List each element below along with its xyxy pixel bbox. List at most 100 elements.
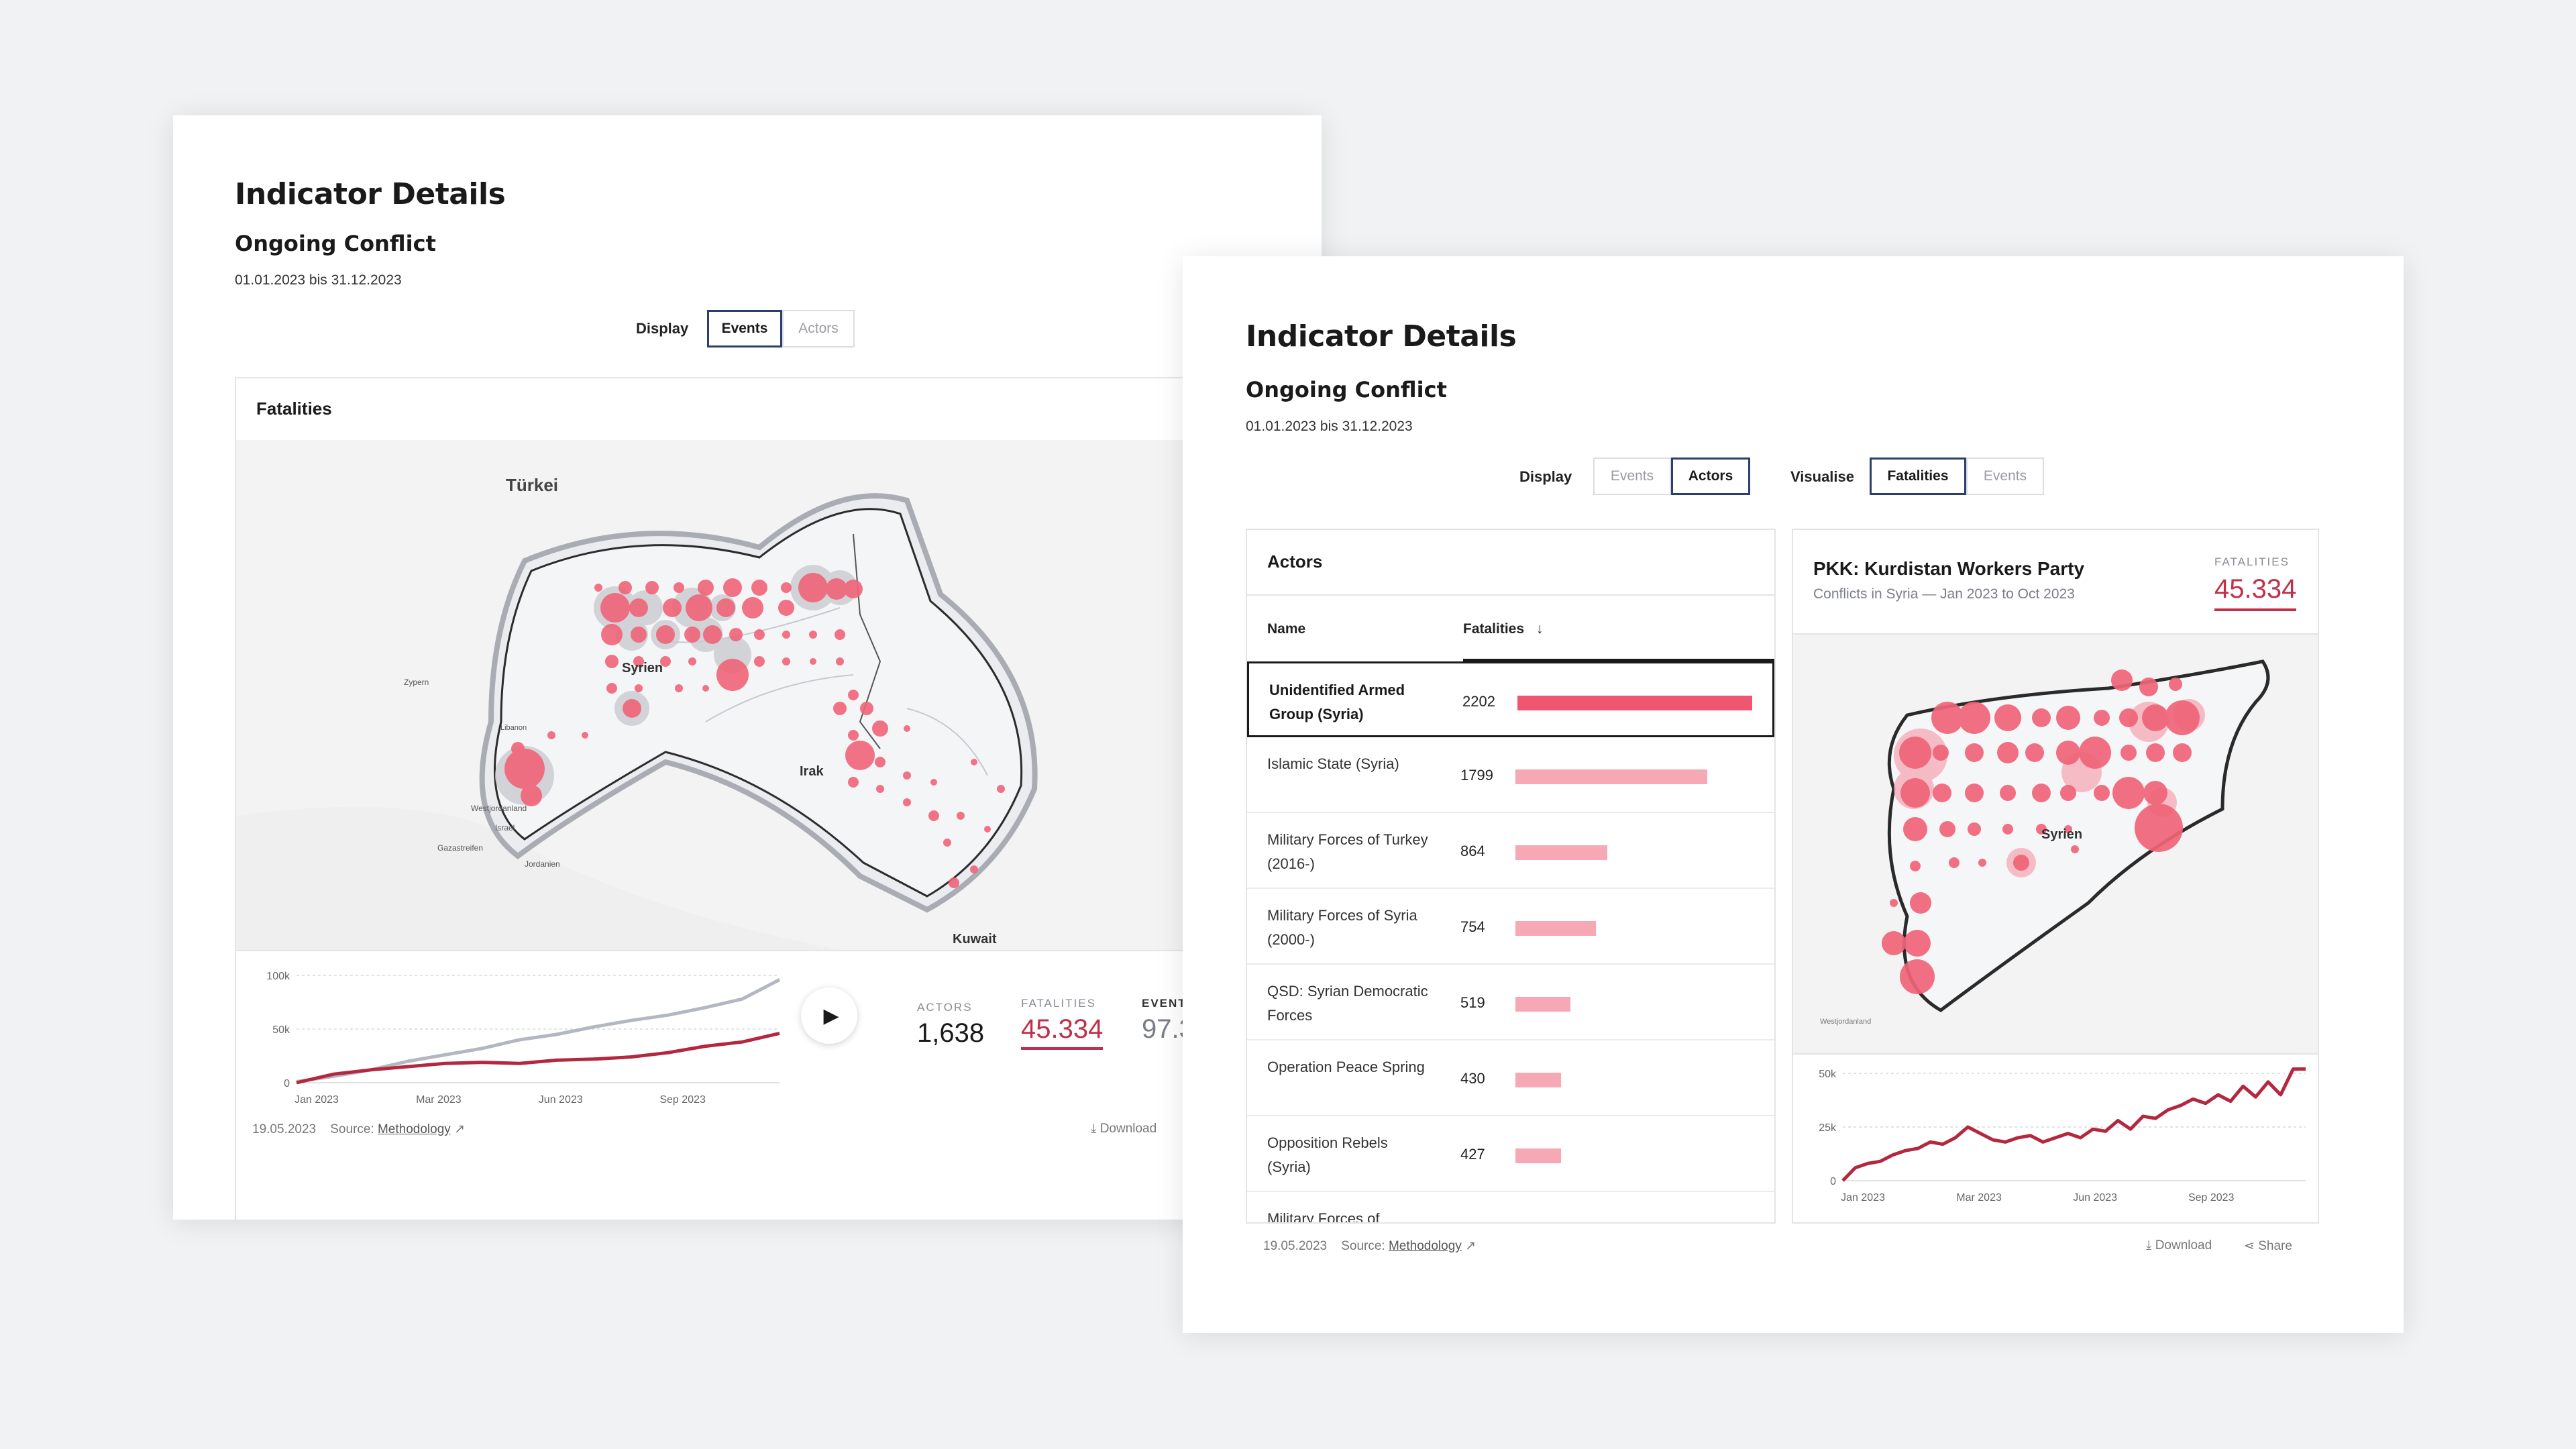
- actor-fatalities-bar: [1515, 921, 1596, 936]
- column-header-fatalities-label: Fatalities: [1463, 621, 1525, 637]
- actor-fatalities-value: 2202: [1462, 692, 1495, 710]
- map-label-iraq: Irak: [800, 764, 824, 779]
- panel-title: Actors: [1267, 551, 1323, 572]
- download-label: Download: [1099, 1122, 1157, 1136]
- actor-title: PKK: Kurdistan Workers Party: [1813, 558, 2085, 579]
- actor-fatalities-value: 864: [1460, 842, 1485, 859]
- stat-label-fatalities: FATALITIES: [1021, 997, 1096, 1010]
- actor-name: Military Forces of Turkey (2016-): [1267, 831, 1428, 872]
- map-label-israel: Israel: [495, 823, 515, 833]
- footer-source-label: Source:: [1341, 1239, 1385, 1253]
- column-header-name[interactable]: Name: [1267, 621, 1306, 637]
- display-toggle: Events Actors: [707, 310, 855, 347]
- indicator-subtitle: Ongoing Conflict: [1246, 377, 1447, 402]
- page-title: Indicator Details: [1246, 319, 1517, 354]
- indicator-card-events: Indicator Details Ongoing Conflict 01.01…: [173, 115, 1322, 1220]
- y-tick-label: 100k: [266, 971, 290, 982]
- actor-fatalities-bar: [1517, 696, 1752, 710]
- page-title: Indicator Details: [235, 177, 506, 211]
- divider: [236, 950, 1322, 951]
- sort-down-icon: ↓: [1536, 621, 1544, 637]
- footer-meta: 19.05.2023 Source: Methodology ↗: [1263, 1238, 1476, 1254]
- display-label: Display: [1519, 468, 1572, 485]
- timeline-chart: 100k 50k 0 Jan 2023 Mar 2023 Jun 2023 Sep 2023: [266, 971, 781, 1106]
- methodology-link[interactable]: Methodology: [1388, 1239, 1462, 1253]
- actor-fatalities-bar: [1515, 1148, 1561, 1163]
- y-tick-label: 0: [1830, 1176, 1836, 1187]
- display-label: Display: [636, 320, 689, 337]
- display-actors-button[interactable]: Actors: [782, 310, 855, 347]
- y-tick-label: 0: [284, 1078, 290, 1089]
- download-icon: ⤓: [2146, 1238, 2152, 1252]
- x-tick-label: Jun 2023: [2073, 1192, 2117, 1203]
- map-label-syria: Syrien: [2041, 827, 2082, 842]
- actor-row[interactable]: Operation Peace Spring 430: [1247, 1040, 1774, 1116]
- actor-name: Military Forces of Russia (2000-): [1267, 1210, 1380, 1224]
- actor-timeline-chart: 50k 25k 0 Jan 2023 Mar 2023 Jun 2023 Sep 2023: [1819, 1067, 2306, 1203]
- divider: [1247, 594, 1774, 596]
- indicator-subtitle: Ongoing Conflict: [235, 231, 436, 256]
- indicator-card-actors: Indicator Details Ongoing Conflict 01.01…: [1183, 256, 2404, 1333]
- external-link-icon: ↗: [454, 1122, 465, 1136]
- actor-fatalities-value: 519: [1460, 994, 1485, 1011]
- x-tick-label: Sep 2023: [659, 1094, 706, 1106]
- x-tick-label: Sep 2023: [2188, 1192, 2235, 1203]
- actor-row[interactable]: Opposition Rebels (Syria) 427: [1247, 1116, 1774, 1192]
- actor-name: QSD: Syrian Democratic Forces: [1267, 983, 1428, 1024]
- map-label-kuwait: Kuwait: [953, 932, 997, 947]
- visualise-toggle: Fatalities Events: [1870, 458, 2044, 495]
- x-tick-label: Jan 2023: [1841, 1192, 1885, 1203]
- actor-fatalities-value: 754: [1460, 918, 1485, 935]
- actor-fatalities-bar: [1515, 769, 1707, 784]
- share-icon: ⋖: [2244, 1239, 2255, 1253]
- download-button[interactable]: ⤓ Download: [2146, 1238, 2212, 1253]
- stat-value-fatalities[interactable]: 45.334: [1021, 1014, 1104, 1050]
- map-label-westbank: Westjordanland: [471, 804, 527, 813]
- visualise-events-button[interactable]: Events: [1966, 458, 2044, 495]
- actor-row[interactable]: Unidentified Armed Group (Syria) 2202: [1247, 661, 1774, 737]
- map-label-cyprus: Zypern: [404, 678, 429, 687]
- series-line: [296, 1031, 780, 1085]
- y-tick-label: 50k: [1819, 1069, 1837, 1080]
- methodology-link[interactable]: Methodology: [377, 1122, 451, 1136]
- download-label: Download: [2155, 1238, 2212, 1252]
- external-link-icon: ↗: [1465, 1239, 1476, 1253]
- actor-row[interactable]: Military Forces of Turkey (2016-) 864: [1247, 813, 1774, 889]
- share-label: Share: [2258, 1239, 2292, 1253]
- actor-name: Opposition Rebels (Syria): [1267, 1134, 1388, 1175]
- x-tick-label: Mar 2023: [1956, 1192, 2002, 1203]
- actor-name: Unidentified Armed Group (Syria): [1269, 682, 1405, 722]
- actor-name: Operation Peace Spring: [1267, 1059, 1425, 1075]
- x-tick-label: Jun 2023: [539, 1094, 583, 1106]
- download-icon: ⤓: [1091, 1122, 1097, 1136]
- y-tick-label: 50k: [272, 1024, 290, 1036]
- date-range: 01.01.2023 bis 31.12.2023: [235, 272, 402, 288]
- display-actors-button[interactable]: Actors: [1671, 458, 1750, 495]
- stat-value-fatalities: 45.334: [2214, 574, 2297, 611]
- map-label-turkey: Türkei: [506, 475, 558, 495]
- play-button[interactable]: ▶: [801, 987, 857, 1044]
- visualise-label: Visualise: [1790, 468, 1854, 485]
- actor-fatalities-bar: [1515, 997, 1570, 1012]
- actor-map[interactable]: Syrien Westjordanland: [1793, 635, 2319, 1053]
- actor-row[interactable]: QSD: Syrian Democratic Forces 519: [1247, 965, 1774, 1040]
- actors-panel: Actors Name Fatalities ↓ Unidentified Ar…: [1246, 529, 1776, 1224]
- play-icon: ▶: [823, 1004, 839, 1027]
- conflict-map[interactable]: Türkei Syrien Zypern Libanon Westjordanl…: [236, 440, 1322, 950]
- share-button[interactable]: ⋖ Share: [2244, 1238, 2292, 1254]
- map-label-gaza: Gazastreifen: [437, 843, 483, 853]
- actor-row[interactable]: Military Forces of Russia (2000-) 427: [1247, 1192, 1774, 1224]
- display-toggle: Events Actors: [1593, 458, 1750, 495]
- sort-indicator: [1463, 659, 1774, 661]
- stat-label-actors: ACTORS: [917, 1001, 973, 1014]
- display-events-button[interactable]: Events: [1593, 458, 1671, 495]
- actor-fatalities-value: 427: [1460, 1192, 1485, 1223]
- display-events-button[interactable]: Events: [707, 310, 782, 347]
- actor-row[interactable]: Military Forces of Syria (2000-) 754: [1247, 889, 1774, 965]
- download-button[interactable]: ⤓ Download: [1091, 1122, 1157, 1136]
- actor-row[interactable]: Islamic State (Syria) 1799: [1247, 737, 1774, 813]
- visualise-fatalities-button[interactable]: Fatalities: [1870, 458, 1966, 495]
- column-header-fatalities[interactable]: Fatalities ↓: [1463, 621, 1543, 637]
- stat-value-actors: 1,638: [917, 1018, 985, 1048]
- divider: [1793, 633, 2318, 635]
